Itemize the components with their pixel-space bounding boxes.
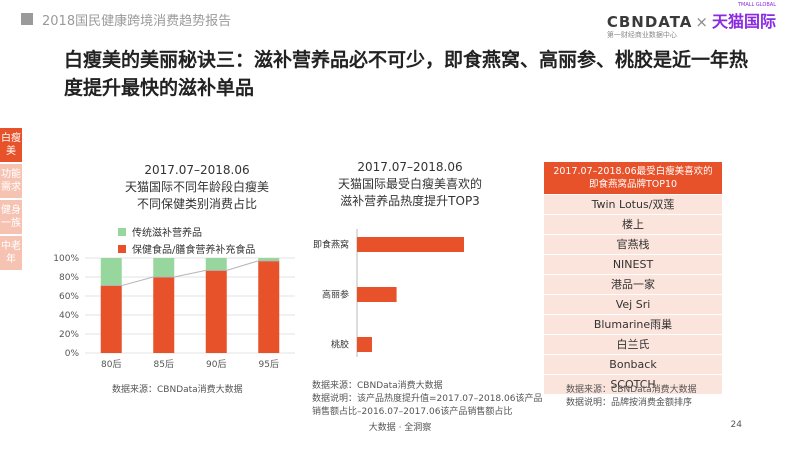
brand-row: Blumarine雨巢 bbox=[544, 314, 722, 334]
top10-brand-table: 2017.07–2018.06最受白瘦美喜欢的 即食燕窝品牌TOP10 Twin… bbox=[544, 162, 722, 394]
x-tick-label: 90后 bbox=[206, 359, 226, 370]
y-tick-label: 100% bbox=[53, 254, 79, 264]
left-panel-title: 2017.07–2018.06 天猫国际不同年龄段白瘦美 不同保健类别消费占比 bbox=[82, 162, 312, 213]
left-stacked-bar-chart: 0% 20% 40% 60% 80% 100% 80后 85后 90后 95后 bbox=[53, 254, 295, 370]
brand-row: 白兰氏 bbox=[544, 334, 722, 354]
bar-top3 bbox=[357, 337, 372, 352]
logo-tmall: 天猫国际 bbox=[711, 12, 776, 31]
brand-row: Twin Lotus/双莲 bbox=[544, 194, 722, 214]
page-headline: 白瘦美的美丽秘诀三：滋补营养品必不可少，即食燕窝、高丽参、桃胶是近一年热度提升最… bbox=[64, 49, 749, 99]
side-nav: 白瘦美 功能需求 健身一族 中老年 bbox=[0, 128, 22, 272]
y-tick-label: 80% bbox=[59, 273, 79, 283]
logo-subtitle: 第一财经商业数据中心 bbox=[606, 31, 677, 39]
brand-row: Bonback bbox=[544, 354, 722, 374]
left-panel-title-line2: 不同保健类别消费占比 bbox=[136, 197, 257, 211]
middle-panel-title: 2017.07–2018.06 天猫国际最受白瘦美喜欢的 滋补营养品热度提升TO… bbox=[300, 159, 520, 210]
bar-health-food bbox=[205, 270, 227, 353]
bar-health-food bbox=[258, 260, 280, 353]
brand-row: 官燕栈 bbox=[544, 234, 722, 254]
x-tick-label: 80后 bbox=[101, 359, 121, 370]
left-chart-legend: 传统滋补营养品 保健食品/膳食营养补充食品 bbox=[118, 223, 255, 257]
middle-panel-source: 数据来源：CBNData消费大数据 数据说明：该产品热度提升值=2017.07–… bbox=[312, 380, 542, 419]
trend-line bbox=[100, 260, 280, 287]
logo-cbndata: CBNDATA × bbox=[607, 13, 712, 31]
bar-traditional bbox=[205, 258, 227, 271]
brand-row: Vej Sri bbox=[544, 294, 722, 314]
right-source-line2: 数据说明：品牌按消费金额排序 bbox=[566, 398, 693, 408]
legend-label-health-food: 保健食品/膳食营养补充食品 bbox=[132, 245, 256, 256]
middle-source-line1: 数据来源：CBNData消费大数据 bbox=[312, 381, 443, 391]
brand-row: 港品一家 bbox=[544, 274, 722, 294]
middle-source-line3: 销售额占比–2016.07–2017.06该产品销售额占比 bbox=[312, 407, 513, 417]
category-label: 即食燕窝 bbox=[313, 239, 349, 251]
top10-table-header: 2017.07–2018.06最受白瘦美喜欢的 即食燕窝品牌TOP10 bbox=[544, 162, 722, 194]
side-nav-item-elderly[interactable]: 中老年 bbox=[0, 236, 22, 270]
header-square bbox=[21, 13, 33, 25]
side-nav-item-baishoumei[interactable]: 白瘦美 bbox=[0, 128, 22, 162]
legend-item-health-food: 保健食品/膳食营养补充食品 bbox=[118, 240, 255, 257]
footer-tagline: 大数据 · 全洞察 bbox=[368, 423, 432, 433]
logo-cbn-text: CBNDATA bbox=[606, 13, 693, 31]
legend-item-traditional: 传统滋补营养品 bbox=[118, 223, 255, 240]
logo-tmall-en: TMALL GLOBAL bbox=[737, 2, 776, 8]
bar-traditional bbox=[258, 258, 280, 261]
y-tick-label: 40% bbox=[59, 311, 79, 321]
middle-panel-date: 2017.07–2018.06 bbox=[357, 160, 463, 174]
bar-health-food bbox=[100, 285, 122, 353]
side-nav-item-fitness[interactable]: 健身一族 bbox=[0, 200, 22, 234]
brand-row: SCOTCH bbox=[544, 374, 722, 394]
brand-row: NINEST bbox=[544, 254, 722, 274]
middle-panel-title-line1: 天猫国际最受白瘦美喜欢的 bbox=[337, 177, 482, 191]
y-tick-label: 0% bbox=[65, 349, 80, 359]
legend-swatch-health-food bbox=[118, 244, 126, 253]
top10-header-line1: 2017.07–2018.06最受白瘦美喜欢的 bbox=[553, 166, 713, 177]
left-panel-date: 2017.07–2018.06 bbox=[144, 163, 250, 177]
middle-panel-title-line2: 滋补营养品热度提升TOP3 bbox=[340, 194, 480, 208]
side-nav-item-function[interactable]: 功能需求 bbox=[0, 164, 22, 198]
brand-row: 楼上 bbox=[544, 214, 722, 234]
x-tick-label: 85后 bbox=[154, 359, 174, 370]
bar-top3 bbox=[357, 287, 397, 302]
left-panel-title-line1: 天猫国际不同年龄段白瘦美 bbox=[124, 180, 269, 194]
x-tick-label: 95后 bbox=[259, 359, 279, 370]
middle-source-line2: 数据说明：该产品热度提升值=2017.07–2018.06该产品 bbox=[312, 394, 543, 404]
brand-logo: TMALL GLOBAL CBNDATA × 天猫国际 第一财经商业数据中心 bbox=[606, 2, 776, 40]
right-source-line1: 数据来源：CBNData消费大数据 bbox=[566, 385, 697, 395]
right-panel-source: 数据来源：CBNData消费大数据 数据说明：品牌按消费金额排序 bbox=[566, 384, 697, 410]
category-label: 高丽参 bbox=[322, 289, 349, 301]
bar-traditional bbox=[100, 258, 122, 286]
report-title: 2018国民健康跨境消费趋势报告 bbox=[42, 14, 232, 29]
left-panel-source: 数据来源：CBNData消费大数据 bbox=[112, 385, 243, 395]
logo-x: × bbox=[695, 13, 709, 31]
top10-header-line2: 即食燕窝品牌TOP10 bbox=[588, 179, 678, 190]
bar-top3 bbox=[357, 237, 464, 252]
legend-label-traditional: 传统滋补营养品 bbox=[132, 228, 202, 239]
bar-health-food bbox=[153, 277, 175, 353]
y-tick-label: 20% bbox=[59, 330, 79, 340]
legend-swatch-traditional bbox=[118, 227, 126, 236]
y-tick-label: 60% bbox=[59, 292, 79, 302]
category-label: 桃胶 bbox=[331, 339, 349, 351]
bar-traditional bbox=[153, 258, 175, 277]
page-number: 24 bbox=[730, 420, 742, 430]
